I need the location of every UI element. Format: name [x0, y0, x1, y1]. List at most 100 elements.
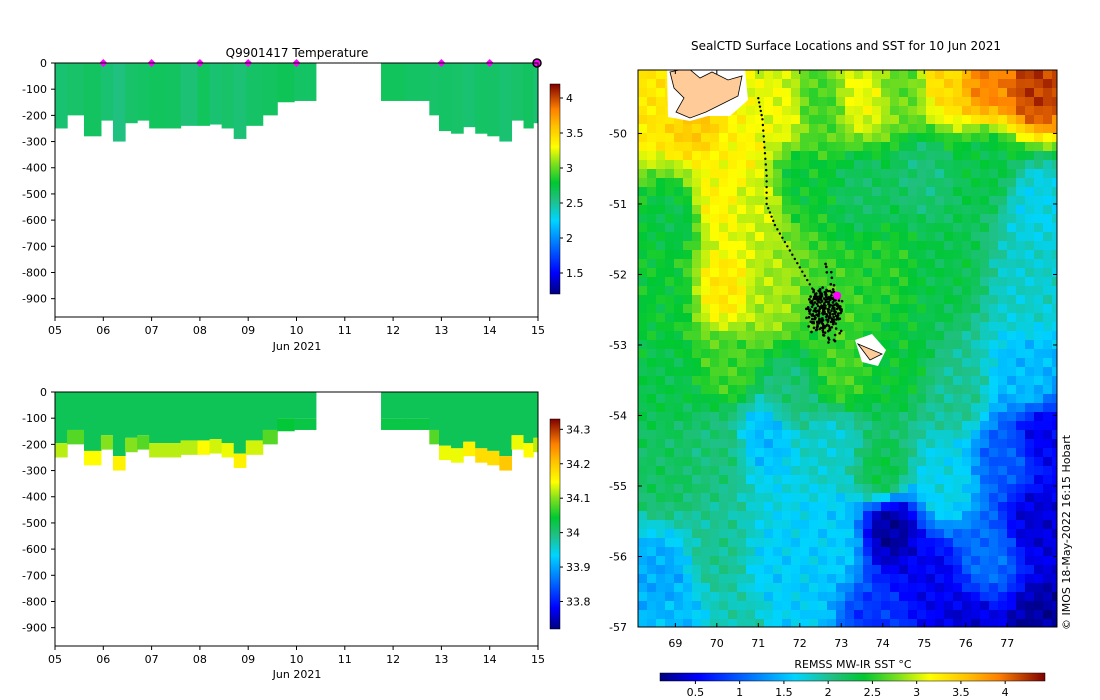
sst-cell — [701, 259, 711, 269]
sst-cell — [998, 97, 1008, 107]
sst-cell — [827, 358, 837, 368]
sst-cell — [872, 421, 882, 431]
track-point — [781, 236, 784, 240]
sst-cell — [1016, 223, 1026, 233]
sst-cell — [773, 250, 783, 260]
sst-cell — [674, 160, 684, 170]
sst-cell — [1043, 124, 1053, 134]
sst-cell — [674, 259, 684, 269]
lat-tick-label: -55 — [609, 480, 627, 493]
sst-cell — [782, 538, 792, 548]
sst-cell — [791, 439, 801, 449]
sst-cell — [692, 268, 702, 278]
sst-cell — [809, 250, 819, 260]
sst-cell — [881, 259, 891, 269]
sst-cell — [656, 403, 666, 413]
sst-cell — [719, 241, 729, 251]
sst-cell — [1016, 529, 1026, 539]
sst-cell — [683, 295, 693, 305]
sst-cell — [827, 241, 837, 251]
sst-cell — [791, 547, 801, 557]
y-tick-label: -100 — [22, 83, 47, 96]
sst-cell — [638, 160, 648, 170]
sst-cell — [845, 385, 855, 395]
sst-cell — [872, 133, 882, 143]
sst-cell — [863, 448, 873, 458]
sst-cell — [917, 610, 927, 620]
sst-cell — [1016, 205, 1026, 215]
sst-cell — [692, 133, 702, 143]
sst-cell — [944, 250, 954, 260]
sst-cell — [899, 556, 909, 566]
sst-cell — [764, 232, 774, 242]
sst-cell — [719, 178, 729, 188]
sst-cell — [854, 430, 864, 440]
sst-cell — [665, 565, 675, 575]
sst-cell — [809, 124, 819, 134]
sst-cell — [908, 88, 918, 98]
sst-cell — [728, 331, 738, 341]
sst-cell — [1043, 412, 1053, 422]
sst-cell — [863, 178, 873, 188]
sst-cell — [773, 376, 783, 386]
sst-cell — [1016, 421, 1026, 431]
sst-cell — [755, 556, 765, 566]
temperature-cell — [487, 63, 500, 137]
sst-cell — [980, 214, 990, 224]
sst-cell — [926, 304, 936, 314]
sst-cell — [1052, 376, 1057, 386]
sst-cell — [656, 367, 666, 377]
sst-cell — [791, 160, 801, 170]
cluster-point — [836, 315, 839, 319]
sst-cell — [926, 88, 936, 98]
track-point — [788, 249, 792, 252]
sst-cell — [1016, 313, 1026, 323]
sst-cell — [647, 439, 657, 449]
sst-cell — [773, 259, 783, 269]
sst-cell — [638, 115, 648, 125]
sst-cell — [917, 115, 927, 125]
sst-cell — [908, 565, 918, 575]
salinity-cell — [197, 440, 211, 455]
temperature-cell — [451, 63, 464, 134]
sst-cell — [1052, 250, 1057, 260]
sst-cell — [998, 223, 1008, 233]
sst-cell — [1043, 358, 1053, 368]
sst-cell — [818, 178, 828, 188]
sst-cell — [845, 601, 855, 611]
sst-cell — [647, 403, 657, 413]
sst-cell — [935, 394, 945, 404]
sst-cell — [1043, 439, 1053, 449]
sst-cell — [764, 205, 774, 215]
sst-cell — [899, 421, 909, 431]
sst-cell — [854, 466, 864, 476]
sst-cell — [665, 358, 675, 368]
sst-cell — [899, 115, 909, 125]
sst-cell — [809, 268, 819, 278]
sst-cell — [800, 205, 810, 215]
sst-cell — [1016, 340, 1026, 350]
sst-cell — [899, 349, 909, 359]
sst-cell — [764, 466, 774, 476]
sst-cell — [746, 196, 756, 206]
sst-cell — [782, 331, 792, 341]
sst-cell — [1016, 295, 1026, 305]
temperature-cell — [221, 63, 235, 129]
sst-cell — [773, 241, 783, 251]
sst-cell — [854, 565, 864, 575]
sst-cell — [728, 160, 738, 170]
sst-cell — [1034, 421, 1044, 431]
sst-cell — [674, 403, 684, 413]
sst-cell — [899, 70, 909, 80]
sst-cell — [710, 475, 720, 485]
track-point — [762, 140, 766, 144]
sst-cell — [755, 259, 765, 269]
sst-cell — [854, 169, 864, 179]
track-point — [765, 197, 768, 200]
sst-cell — [1034, 295, 1044, 305]
sst-cell — [962, 520, 972, 530]
sst-cell — [791, 259, 801, 269]
sst-cell — [944, 556, 954, 566]
y-tick-label: -600 — [22, 214, 47, 227]
sst-cell — [845, 493, 855, 503]
